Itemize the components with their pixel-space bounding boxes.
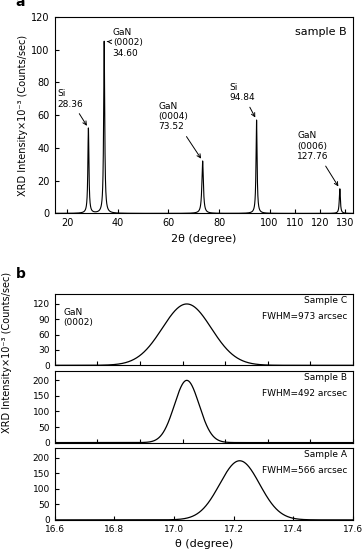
Text: Sample B: Sample B (304, 373, 347, 382)
Text: sample B: sample B (296, 27, 347, 36)
Text: FWHM=492 arcsec: FWHM=492 arcsec (262, 389, 347, 398)
Text: Sample C: Sample C (304, 296, 347, 305)
Text: Sample A: Sample A (304, 451, 347, 459)
Text: XRD Intensity×10⁻³ (Counts/sec): XRD Intensity×10⁻³ (Counts/sec) (2, 272, 12, 433)
Text: FWHM=973 arcsec: FWHM=973 arcsec (262, 311, 347, 321)
Text: Si
28.36: Si 28.36 (57, 89, 86, 125)
Y-axis label: XRD Intensity×10⁻³ (Counts/sec): XRD Intensity×10⁻³ (Counts/sec) (19, 35, 28, 196)
Text: FWHM=566 arcsec: FWHM=566 arcsec (262, 466, 347, 475)
Text: a: a (16, 0, 25, 9)
Text: Si
94.84: Si 94.84 (229, 83, 255, 117)
Text: GaN
(0006)
127.76: GaN (0006) 127.76 (297, 131, 338, 186)
Text: GaN
(0002): GaN (0002) (64, 308, 94, 328)
X-axis label: 2θ (degree): 2θ (degree) (171, 234, 237, 244)
Text: b: b (16, 267, 26, 281)
Text: GaN
(0002)
34.60: GaN (0002) 34.60 (107, 28, 143, 58)
Text: GaN
(0004)
73.52: GaN (0004) 73.52 (158, 102, 201, 158)
X-axis label: θ (degree): θ (degree) (175, 539, 233, 549)
